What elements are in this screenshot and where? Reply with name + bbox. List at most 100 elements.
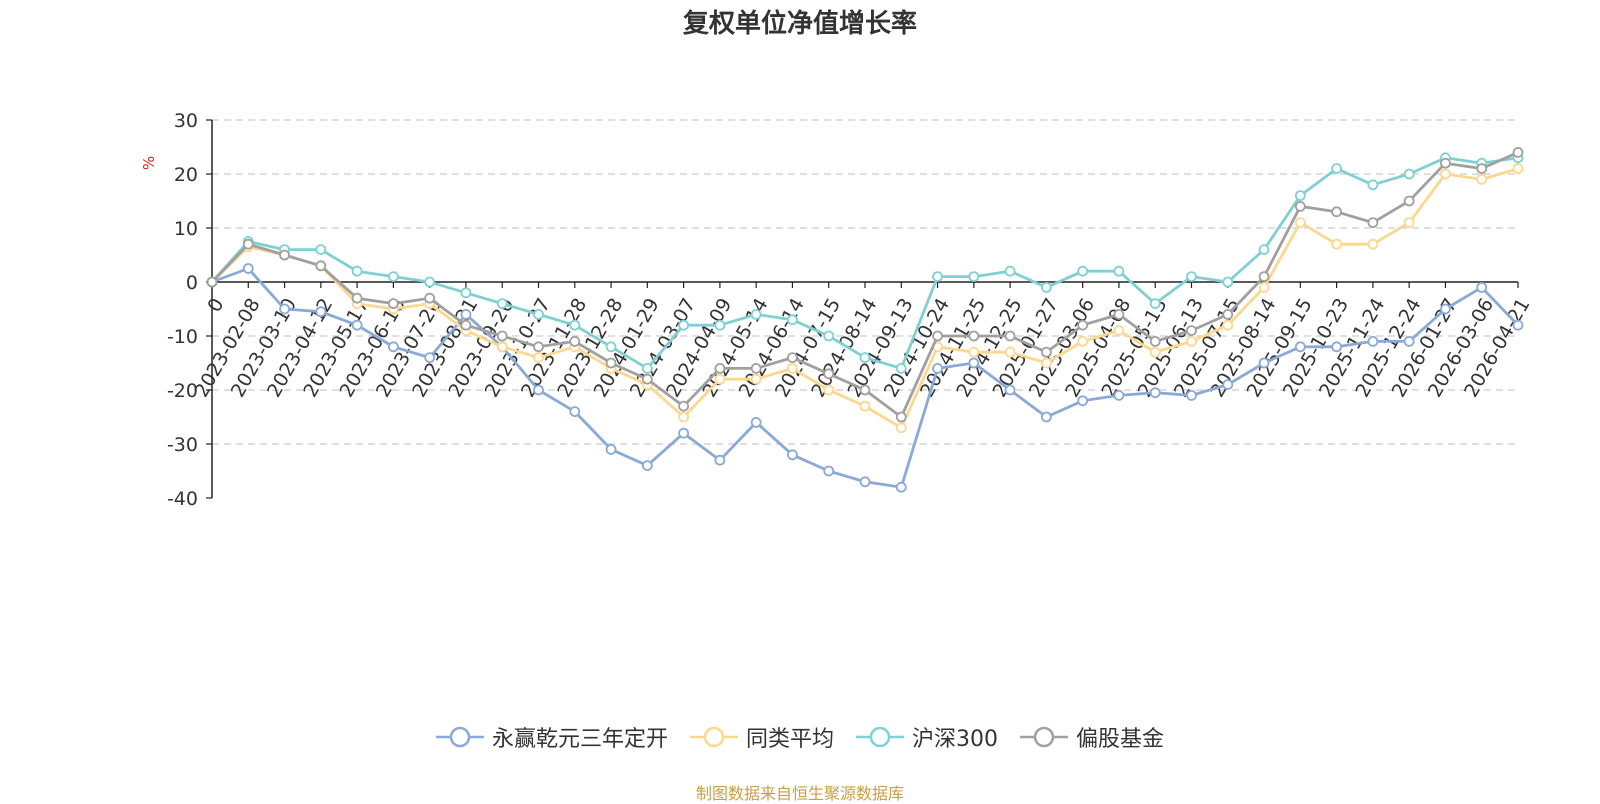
- series-4-point: [1367, 217, 1379, 229]
- series-3-point: [641, 362, 653, 374]
- series-2-point: [1403, 217, 1415, 229]
- series-1-point: [569, 406, 581, 418]
- series-4-point: [1040, 346, 1052, 358]
- series-2-point: [787, 362, 798, 374]
- legend-swatch-icon: [689, 726, 738, 748]
- series-1-point: [787, 449, 798, 461]
- series-4-point: [641, 373, 653, 385]
- series-1-point: [1512, 319, 1524, 331]
- series-1-point: [351, 319, 363, 331]
- series-3-point: [496, 298, 508, 310]
- series-3-point: [750, 308, 762, 320]
- series-3-point: [1331, 163, 1343, 175]
- series-1-point: [1186, 389, 1197, 401]
- series-1-point: [279, 303, 290, 315]
- series-3-point: [823, 330, 835, 342]
- series-2-point: [1512, 163, 1524, 175]
- series-4-point: [533, 341, 544, 353]
- series-4-point: [895, 411, 907, 423]
- series-1-point: [1367, 335, 1379, 347]
- series-4-point: [569, 335, 581, 347]
- series-1-point: [895, 481, 907, 493]
- series-4-point: [1331, 206, 1343, 218]
- series-4-point: [1512, 146, 1524, 158]
- series-1-point: [641, 460, 653, 472]
- legend-label: 同类平均: [745, 727, 834, 752]
- series-2-point: [750, 373, 762, 385]
- series-2-point: [496, 341, 508, 353]
- series-4-point: [315, 260, 327, 272]
- series-1-point: [823, 465, 835, 477]
- series-3-point: [968, 271, 980, 283]
- series-3-point: [605, 341, 617, 353]
- series-1-point: [1149, 387, 1161, 399]
- series-4-point: [1258, 271, 1270, 283]
- series-1-point: [714, 454, 726, 466]
- series-1-point: [1113, 389, 1125, 401]
- series-4-point: [387, 298, 399, 310]
- series-2-point: [714, 373, 726, 385]
- series-4-point: [1004, 330, 1016, 342]
- series-4-point: [1476, 163, 1488, 175]
- series-2-point: [1476, 173, 1488, 185]
- series-1-point: [605, 443, 617, 455]
- legend-item-2[interactable]: 同类平均: [689, 721, 834, 753]
- series-3-point: [1077, 265, 1089, 277]
- series-3-point: [678, 319, 690, 331]
- y-axis-unit: %: [140, 156, 158, 170]
- y-tick-label: 0: [186, 272, 198, 294]
- legend: 永赢乾元三年定开 同类平均 沪深300 偏股基金: [0, 722, 1600, 752]
- series-4-point: [1186, 325, 1197, 337]
- series-3-point: [351, 265, 363, 277]
- series-4-point: [460, 319, 472, 331]
- series-2-point: [823, 384, 835, 396]
- series-4-point: [1294, 200, 1306, 212]
- series-2-point: [1113, 325, 1125, 337]
- legend-swatch-icon: [435, 726, 484, 748]
- series-2-point: [1331, 238, 1343, 250]
- series-4-point: [750, 362, 762, 374]
- series-3-point: [787, 314, 798, 326]
- legend-item-1[interactable]: 永赢乾元三年定开: [435, 721, 668, 753]
- series-3-point: [714, 319, 726, 331]
- series-2-point: [1004, 346, 1016, 358]
- series-3-point: [1403, 168, 1415, 180]
- series-3-point: [1294, 190, 1306, 202]
- legend-item-3[interactable]: 沪深300: [856, 721, 998, 753]
- series-lines: [206, 146, 1524, 493]
- series-3-point: [533, 308, 544, 320]
- series-1-point: [1040, 411, 1052, 423]
- series-4-point: [1222, 308, 1234, 320]
- series-1-point: [1222, 379, 1234, 391]
- series-4-point: [678, 400, 690, 412]
- series-4-point: [1077, 319, 1089, 331]
- series-1-point: [750, 416, 762, 428]
- series-1-point: [968, 357, 980, 369]
- series-1-point: [1476, 281, 1488, 293]
- series-3-point: [895, 362, 907, 374]
- series-4-point: [242, 238, 254, 250]
- series-1-point: [678, 427, 690, 439]
- series-2-point: [1040, 357, 1052, 369]
- series-4-point: [1113, 308, 1125, 320]
- series-1-point: [460, 308, 472, 320]
- y-tick-label: -10: [167, 326, 198, 348]
- series-4-point: [605, 357, 617, 369]
- series-2-point: [968, 346, 980, 358]
- series-4-point: [351, 292, 363, 304]
- data-source-note: 制图数据来自恒生聚源数据库: [695, 784, 904, 803]
- legend-label: 永赢乾元三年定开: [491, 727, 668, 752]
- legend-swatch-icon: [856, 726, 904, 748]
- series-2-point: [1222, 319, 1234, 331]
- y-tick-label: -20: [167, 380, 198, 402]
- series-3-point: [1367, 179, 1379, 191]
- series-3-point: [1004, 265, 1016, 277]
- series-1-point: [1258, 357, 1270, 369]
- series-1-point: [1440, 303, 1451, 315]
- series-1-point: [1331, 341, 1343, 353]
- chart-title: 复权单位净值增长率: [683, 8, 917, 39]
- series-2-point: [1440, 168, 1451, 180]
- series-3-point: [460, 287, 472, 299]
- legend-item-4[interactable]: 偏股基金: [1020, 721, 1164, 753]
- series-4-point: [206, 276, 218, 288]
